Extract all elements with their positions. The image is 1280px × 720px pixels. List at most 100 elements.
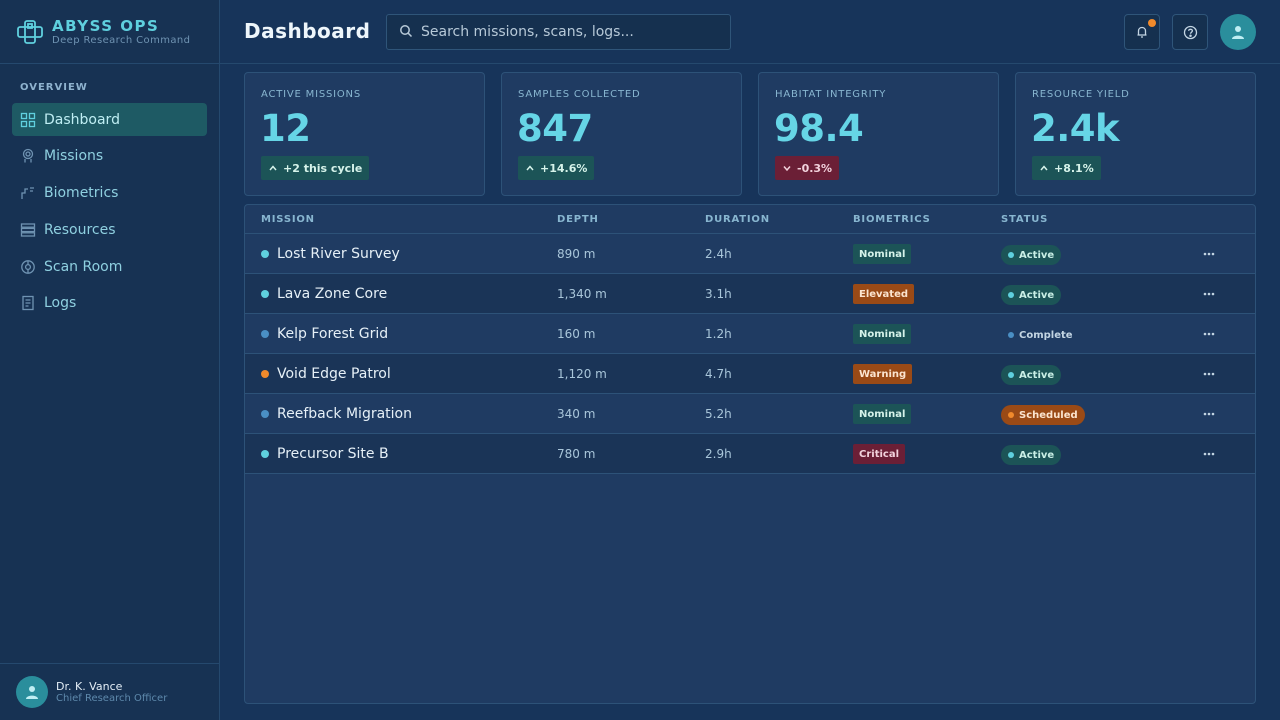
radar-icon <box>20 259 36 275</box>
user-icon <box>1232 26 1244 39</box>
column-header-depth[interactable]: DEPTH <box>557 214 599 225</box>
column-header-duration[interactable]: DURATION <box>705 214 770 225</box>
nav-section-label: OVERVIEW <box>20 82 88 93</box>
biometrics-badge: Nominal <box>853 244 912 264</box>
user-profile[interactable]: Dr. K. Vance Chief Research Officer <box>0 663 219 720</box>
duration-cell: 3.1h <box>705 287 732 301</box>
sidebar-nav: Dashboard Missions Biometrics Resources … <box>12 103 207 324</box>
more-horizontal-icon <box>1203 372 1215 376</box>
mission-status-dot <box>261 250 269 258</box>
depth-cell: 340 m <box>557 407 596 421</box>
biometrics-badge: Nominal <box>853 324 912 344</box>
sidebar-item-label: Resources <box>44 221 116 238</box>
stat-delta-text: +2 this cycle <box>283 161 363 175</box>
document-icon <box>20 295 36 311</box>
sidebar-item-label: Missions <box>44 148 104 165</box>
status-dot <box>1008 452 1014 458</box>
mission-name[interactable]: Lost River Survey <box>277 246 400 262</box>
status-badge: Active <box>1001 245 1062 265</box>
user-name: Dr. K. Vance <box>56 680 123 693</box>
sidebar-item-biometrics[interactable]: Biometrics <box>12 177 207 210</box>
sidebar-item-logs[interactable]: Logs <box>12 287 207 320</box>
mission-name[interactable]: Kelp Forest Grid <box>277 326 389 342</box>
status-text: Active <box>1019 249 1055 261</box>
column-header-status[interactable]: STATUS <box>1001 214 1049 225</box>
status-dot <box>1008 252 1014 258</box>
depth-cell: 1,340 m <box>557 287 607 301</box>
stat-delta-text: +14.6% <box>540 161 588 175</box>
status-badge: Scheduled <box>1001 405 1085 425</box>
status-text: Active <box>1019 369 1055 381</box>
status-badge: Active <box>1001 365 1062 385</box>
stat-card-habitat-integrity[interactable]: HABITAT INTEGRITY 98.4 -0.3% <box>758 72 999 196</box>
row-more-button[interactable] <box>1201 324 1217 344</box>
more-horizontal-icon <box>1203 332 1215 336</box>
status-badge: Active <box>1001 445 1062 465</box>
notification-dot <box>1148 19 1156 27</box>
stat-card-samples-collected[interactable]: SAMPLES COLLECTED 847 +14.6% <box>501 72 742 196</box>
mission-name[interactable]: Lava Zone Core <box>277 286 388 302</box>
sidebar: ABYSS OPS Deep Research Command OVERVIEW… <box>0 0 220 720</box>
table-row[interactable]: Lava Zone Core 1,340 m 3.1h Elevated Active <box>245 274 1255 314</box>
missions-table: MISSION DEPTH DURATION BIOMETRICS STATUS… <box>244 204 1256 704</box>
profile-avatar-button[interactable] <box>1220 14 1256 50</box>
status-dot <box>1008 332 1014 338</box>
search-input[interactable] <box>421 24 721 40</box>
stat-label: SAMPLES COLLECTED <box>518 89 641 100</box>
pulse-icon <box>20 185 36 201</box>
stat-card-resource-yield[interactable]: RESOURCE YIELD 2.4k +8.1% <box>1015 72 1256 196</box>
row-more-button[interactable] <box>1201 404 1217 424</box>
depth-cell: 780 m <box>557 447 596 461</box>
table-row[interactable]: Reefback Migration 340 m 5.2h Nominal Schedu… <box>245 394 1255 434</box>
stat-value: 2.4k <box>1031 107 1120 150</box>
stat-delta: +14.6% <box>518 156 595 180</box>
mission-name[interactable]: Reefback Migration <box>277 406 412 422</box>
stat-delta: -0.3% <box>775 156 840 180</box>
sidebar-item-resources[interactable]: Resources <box>12 213 207 246</box>
row-more-button[interactable] <box>1201 444 1217 464</box>
duration-cell: 2.9h <box>705 447 732 461</box>
more-horizontal-icon <box>1203 412 1215 416</box>
duration-cell: 2.4h <box>705 247 732 261</box>
mission-status-dot <box>261 410 269 418</box>
brand-title: ABYSS OPS <box>52 16 160 35</box>
brand[interactable]: ABYSS OPS Deep Research Command <box>0 0 219 64</box>
sidebar-item-label: Dashboard <box>44 111 120 128</box>
depth-cell: 890 m <box>557 247 596 261</box>
row-more-button[interactable] <box>1201 244 1217 264</box>
stat-delta-text: +8.1% <box>1054 161 1094 175</box>
mission-name[interactable]: Precursor Site B <box>277 446 389 462</box>
column-header-mission[interactable]: MISSION <box>261 214 315 225</box>
mission-status-dot <box>261 290 269 298</box>
sidebar-item-missions[interactable]: Missions <box>12 140 207 173</box>
depth-cell: 1,120 m <box>557 367 607 381</box>
grid-icon <box>20 112 36 128</box>
stat-card-active-missions[interactable]: ACTIVE MISSIONS 12 +2 this cycle <box>244 72 485 196</box>
sidebar-item-dashboard[interactable]: Dashboard <box>12 103 207 136</box>
diver-icon <box>20 148 36 164</box>
search-box[interactable] <box>386 14 731 50</box>
help-button[interactable] <box>1172 14 1208 50</box>
column-header-biometrics[interactable]: BIOMETRICS <box>853 214 931 225</box>
stat-value: 12 <box>260 107 311 150</box>
status-text: Complete <box>1019 329 1073 341</box>
search-icon <box>399 23 413 42</box>
table-row[interactable]: Kelp Forest Grid 160 m 1.2h Nominal Complete <box>245 314 1255 354</box>
notifications-button[interactable] <box>1124 14 1160 50</box>
row-more-button[interactable] <box>1201 364 1217 384</box>
page-title: Dashboard <box>244 19 371 43</box>
mission-status-dot <box>261 370 269 378</box>
table-row[interactable]: Precursor Site B 780 m 2.9h Critical Active <box>245 434 1255 474</box>
mission-name[interactable]: Void Edge Patrol <box>277 366 391 382</box>
stat-delta-text: -0.3% <box>797 161 833 175</box>
status-text: Active <box>1019 449 1055 461</box>
status-text: Scheduled <box>1019 409 1078 421</box>
sidebar-item-scan-room[interactable]: Scan Room <box>12 250 207 283</box>
chevron-down-icon <box>783 166 791 172</box>
row-more-button[interactable] <box>1201 284 1217 304</box>
user-role: Chief Research Officer <box>56 693 168 704</box>
sidebar-item-label: Scan Room <box>44 258 123 275</box>
table-row[interactable]: Lost River Survey 890 m 2.4h Nominal Active <box>245 234 1255 274</box>
table-row[interactable]: Void Edge Patrol 1,120 m 4.7h Warning Active <box>245 354 1255 394</box>
stat-value: 847 <box>517 107 593 150</box>
